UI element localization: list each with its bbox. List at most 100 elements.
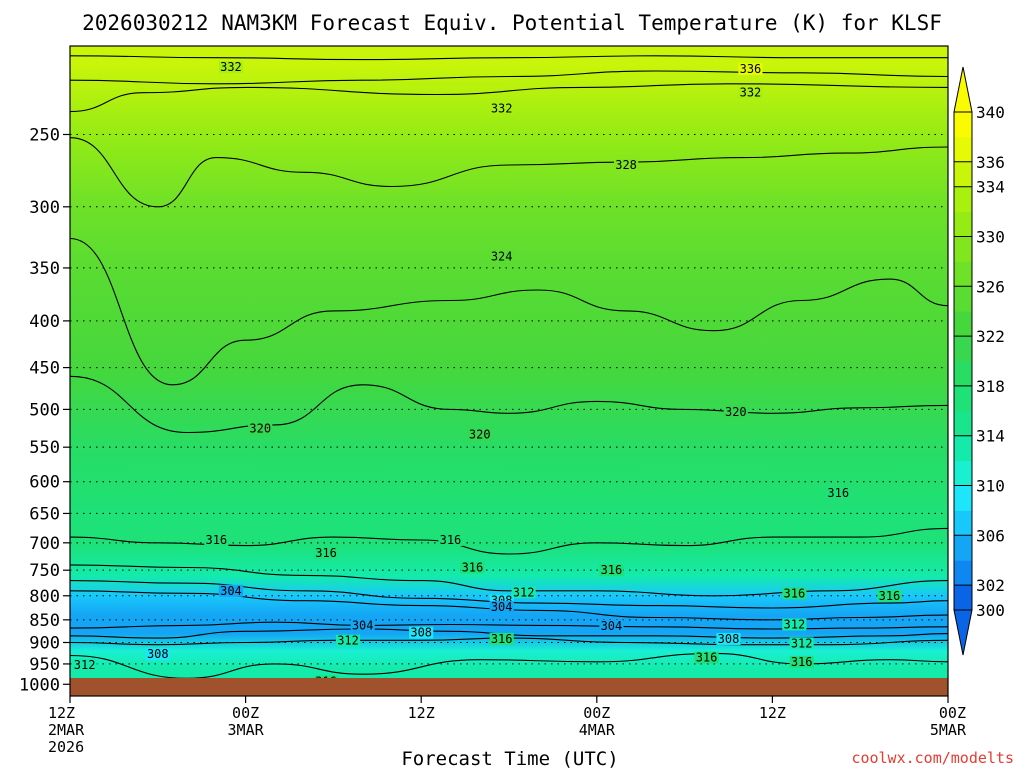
contour-label-bg bbox=[489, 102, 514, 115]
x-tick-label: 00Z bbox=[583, 704, 610, 722]
colorbar-swatch bbox=[954, 361, 972, 387]
chart-title: 2026030212 NAM3KM Forecast Equiv. Potent… bbox=[82, 11, 942, 35]
contour-line-304 bbox=[70, 621, 948, 630]
contour-label: 316 bbox=[440, 533, 462, 547]
contour-label: 316 bbox=[315, 674, 337, 688]
contour-label-bg bbox=[877, 589, 902, 602]
contour-label-bg bbox=[248, 422, 273, 435]
contour-label-bg bbox=[313, 675, 339, 678]
contour-label: 320 bbox=[249, 422, 271, 436]
colorbar-swatch bbox=[954, 286, 972, 312]
colorbar-swatch bbox=[954, 136, 972, 163]
contour-line-316 bbox=[70, 652, 948, 678]
colorbar-arrow-high bbox=[953, 66, 973, 113]
contour-label: 316 bbox=[696, 651, 718, 665]
y-tick-label: 700 bbox=[29, 534, 60, 554]
contour-label: 324 bbox=[491, 249, 513, 263]
contour-label-bg bbox=[489, 632, 514, 645]
contour-label: 304 bbox=[601, 619, 623, 633]
plot-background bbox=[70, 46, 948, 678]
contour-label-bg bbox=[599, 564, 624, 577]
colorbar-swatch bbox=[954, 485, 972, 511]
plot-frame bbox=[69, 45, 949, 697]
colorbar-swatch bbox=[954, 112, 972, 138]
colorbar-tick-label: 314 bbox=[976, 427, 1005, 446]
y-tick-label: 600 bbox=[29, 473, 60, 493]
contour-label: 332 bbox=[740, 86, 762, 100]
y-tick-label: 950 bbox=[29, 655, 60, 675]
x-tick-label: 4MAR bbox=[579, 721, 616, 739]
contour-label: 308 bbox=[147, 647, 169, 661]
y-tick-label: 550 bbox=[29, 438, 60, 458]
contour-label-bg bbox=[511, 586, 536, 599]
contour-label: 312 bbox=[513, 585, 535, 599]
colorbar-swatch bbox=[954, 236, 972, 262]
colorbar-swatch bbox=[954, 560, 972, 586]
contour-line-332 bbox=[70, 55, 948, 61]
contour-label: 316 bbox=[784, 586, 806, 600]
ground-band bbox=[70, 678, 948, 696]
x-tick-label: 12Z bbox=[48, 704, 75, 722]
y-tick-label: 1000 bbox=[19, 675, 60, 695]
contour-label-bg bbox=[782, 587, 807, 600]
contour-label-bg bbox=[782, 618, 807, 631]
y-tick-label: 850 bbox=[29, 611, 60, 631]
contour-label-bg bbox=[599, 619, 624, 632]
y-tick-label: 450 bbox=[29, 359, 60, 379]
colorbar-swatch bbox=[954, 336, 972, 362]
contour-label-bg bbox=[467, 428, 492, 441]
contour-line-320 bbox=[70, 375, 948, 434]
colorbar-tick-label: 302 bbox=[976, 576, 1005, 595]
contour-label: 320 bbox=[469, 428, 491, 442]
contour-line-324 bbox=[70, 237, 948, 386]
colorbar-tick-label: 330 bbox=[976, 228, 1005, 247]
x-tick-label: 2026 bbox=[48, 738, 84, 756]
contour-label-bg bbox=[204, 533, 229, 546]
y-tick-label: 650 bbox=[29, 504, 60, 524]
contour-label-bg bbox=[335, 634, 361, 647]
credit-text: coolwx.com/modelts bbox=[851, 749, 1014, 767]
colorbar-swatch bbox=[954, 261, 972, 287]
contour-label-bg bbox=[438, 533, 463, 546]
colorbar-tick-label: 318 bbox=[976, 377, 1005, 396]
y-axis: 2503003504004505005506006507007508008509… bbox=[19, 125, 70, 695]
contour-label: 312 bbox=[791, 636, 813, 650]
contour-label-bg bbox=[218, 61, 244, 74]
contour-label: 332 bbox=[491, 101, 513, 115]
x-tick-label: 12Z bbox=[408, 704, 435, 722]
contour-label: 304 bbox=[220, 584, 242, 598]
y-tick-label: 500 bbox=[29, 400, 60, 420]
contour-label-bg bbox=[72, 658, 97, 671]
y-tick-label: 250 bbox=[29, 125, 60, 145]
y-tick-label: 400 bbox=[29, 312, 60, 332]
contour-line-328 bbox=[70, 137, 948, 208]
contour-label: 316 bbox=[791, 655, 813, 669]
colorbar-swatch bbox=[954, 510, 972, 536]
colorbar-tick-label: 326 bbox=[976, 277, 1005, 296]
contour-label: 316 bbox=[879, 589, 901, 603]
contour-label-bg bbox=[789, 637, 814, 650]
contour-label: 332 bbox=[220, 60, 242, 74]
contour-label-bg bbox=[145, 648, 170, 661]
y-tick-label: 900 bbox=[29, 633, 60, 653]
contour-label: 328 bbox=[615, 158, 637, 172]
x-axis-label: Forecast Time (UTC) bbox=[401, 748, 618, 768]
colorbar-swatch bbox=[954, 385, 972, 412]
x-tick-label: 3MAR bbox=[228, 721, 265, 739]
contour-line-332 bbox=[70, 83, 948, 113]
contour-line-336 bbox=[70, 70, 948, 85]
colorbar-tick-label: 336 bbox=[976, 153, 1005, 172]
contour-label-bg bbox=[738, 63, 763, 76]
x-tick-label: 2MAR bbox=[48, 721, 85, 739]
contour-label: 316 bbox=[827, 486, 849, 500]
contour-label-bg bbox=[826, 486, 851, 499]
contour-label-bg bbox=[738, 86, 763, 99]
contour-label: 316 bbox=[491, 632, 513, 646]
colorbar-tick-label: 310 bbox=[976, 477, 1005, 496]
contour-label-bg bbox=[489, 250, 514, 263]
colorbar-swatch bbox=[954, 311, 972, 337]
colorbar-swatch bbox=[954, 460, 972, 486]
contour-label: 304 bbox=[491, 600, 513, 614]
y-tick-label: 800 bbox=[29, 587, 60, 607]
